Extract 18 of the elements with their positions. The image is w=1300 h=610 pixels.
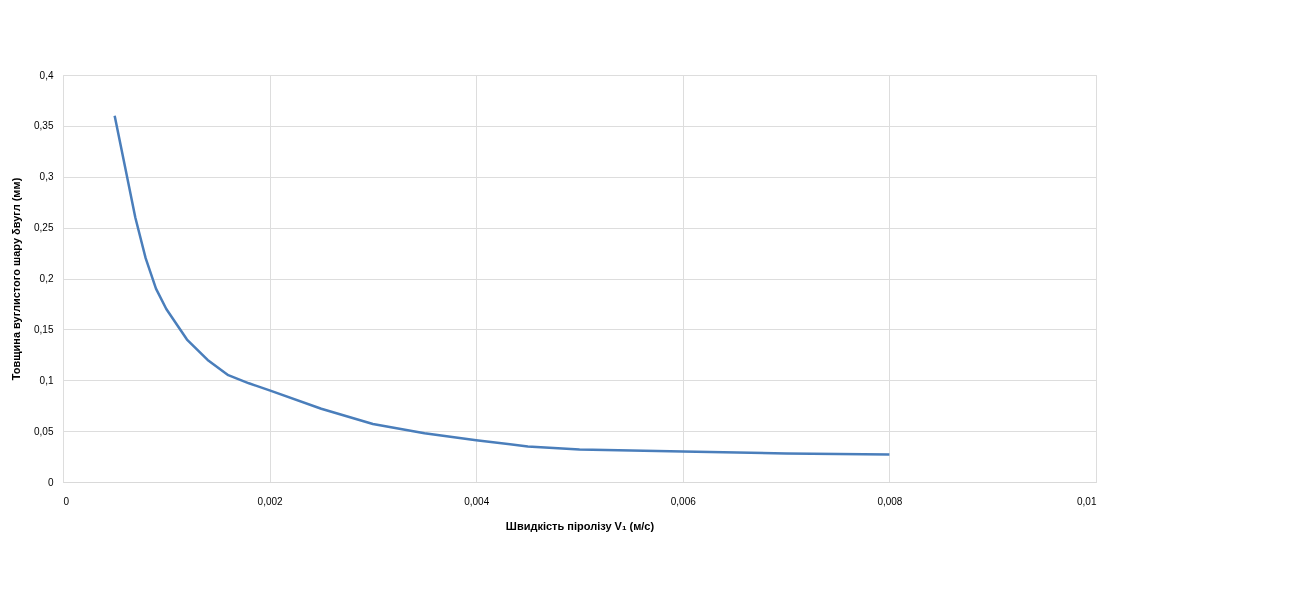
x-tick-label: 0,002: [257, 495, 284, 507]
y-tick-label: 0,1: [39, 374, 54, 386]
x-tick-label: 0,004: [464, 495, 490, 507]
x-tick-label: 0,006: [670, 495, 697, 507]
x-tick-label: 0,008: [877, 495, 903, 507]
y-tick-label: 0,35: [34, 120, 54, 132]
y-tick-label: 0,05: [34, 425, 54, 437]
x-axis-title: Швидкість піролізу V₁ (м/с): [505, 519, 655, 532]
x-tick-label: 0,01: [1077, 495, 1097, 507]
y-tick-label: 0,3: [39, 171, 54, 183]
line-series: [113, 114, 891, 456]
y-tick-label: 0,4: [39, 69, 54, 81]
y-axis-title: Товщина вуглистого шару δвугл (мм): [10, 177, 23, 381]
y-tick-label: 0: [47, 476, 54, 488]
x-tick-label: 0: [63, 495, 70, 507]
y-tick-label: 0,25: [34, 222, 54, 234]
y-tick-label: 0,2: [39, 273, 54, 284]
y-tick-label: 0,15: [34, 323, 54, 335]
